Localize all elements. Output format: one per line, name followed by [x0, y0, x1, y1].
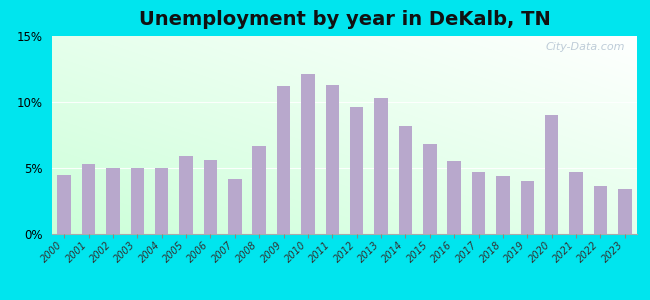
Bar [521, 181, 534, 234]
Bar [569, 172, 583, 234]
Bar [228, 178, 242, 234]
Bar [374, 98, 388, 234]
Bar [155, 168, 168, 234]
Bar [131, 168, 144, 234]
Bar [106, 168, 120, 234]
Bar [593, 187, 607, 234]
Bar [618, 189, 632, 234]
Bar [301, 74, 315, 234]
Bar [423, 144, 437, 234]
Bar [496, 176, 510, 234]
Bar [447, 161, 461, 234]
Bar [326, 85, 339, 234]
Bar [277, 86, 291, 234]
Bar [252, 146, 266, 234]
Bar [82, 164, 96, 234]
Bar [545, 115, 558, 234]
Bar [203, 160, 217, 234]
Title: Unemployment by year in DeKalb, TN: Unemployment by year in DeKalb, TN [138, 10, 551, 29]
Bar [350, 107, 363, 234]
Bar [179, 156, 193, 234]
Text: City-Data.com: City-Data.com [546, 42, 625, 52]
Bar [398, 126, 412, 234]
Bar [472, 172, 486, 234]
Bar [57, 175, 71, 234]
